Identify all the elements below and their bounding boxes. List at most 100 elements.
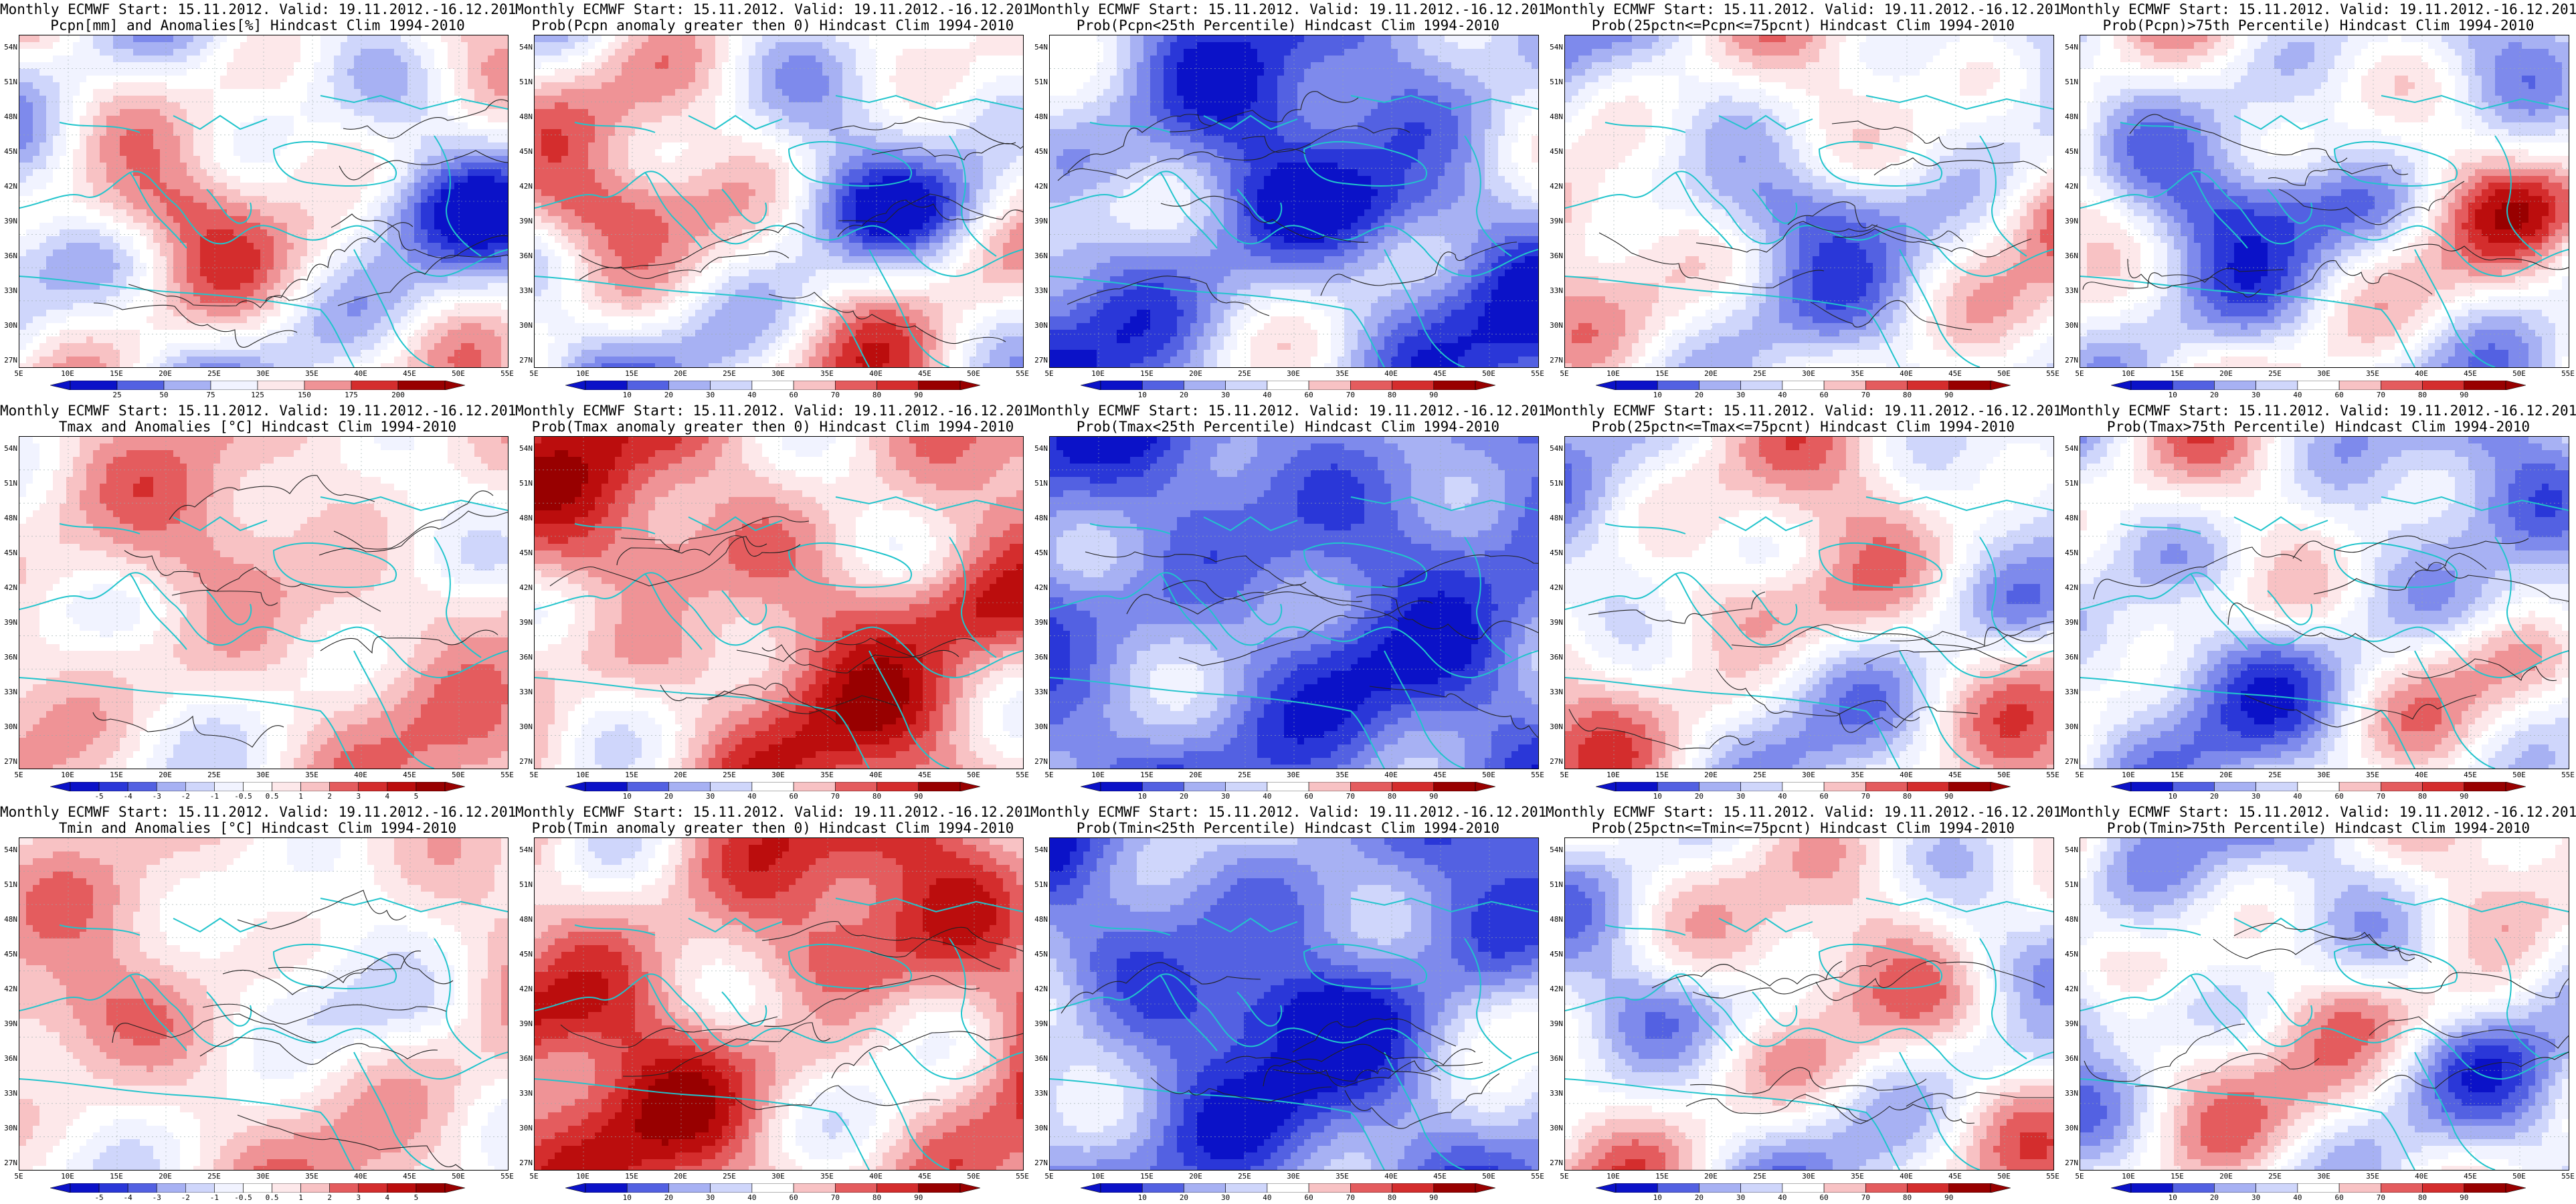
coastline bbox=[2381, 94, 2569, 110]
longitude-label: 30E bbox=[256, 1172, 270, 1181]
latitude-label: 45N bbox=[2062, 548, 2078, 557]
coastline bbox=[1203, 516, 1298, 532]
contour-line bbox=[761, 921, 1001, 970]
latitude-label: 39N bbox=[1547, 217, 1563, 225]
forecast-panel: Monthly ECMWF Start: 15.11.2012. Valid: … bbox=[0, 0, 515, 401]
contour-line bbox=[735, 1085, 941, 1110]
colorbar bbox=[1080, 781, 1496, 792]
longitude-label: 20E bbox=[1189, 369, 1202, 378]
longitude-label: 20E bbox=[1704, 771, 1718, 779]
coastline bbox=[1899, 249, 1981, 367]
map-canvas bbox=[535, 35, 1023, 367]
colorbar-label: 70 bbox=[2377, 1193, 2385, 1202]
colorbar-label: 20 bbox=[2210, 1193, 2219, 1202]
longitude-label: 50E bbox=[1482, 771, 1495, 779]
longitude-label: 25E bbox=[1753, 771, 1766, 779]
coastline bbox=[1303, 943, 1428, 989]
coastline bbox=[644, 573, 703, 650]
latitude-label: 48N bbox=[2062, 514, 2078, 522]
contour-line bbox=[128, 284, 321, 308]
latitude-label: 33N bbox=[1547, 688, 1563, 696]
contour-line bbox=[1225, 1056, 1441, 1082]
colorbar-label: -3 bbox=[153, 792, 161, 801]
latitude-label: 42N bbox=[1032, 583, 1048, 592]
contour-line bbox=[318, 510, 508, 556]
longitude-label: 40E bbox=[2415, 369, 2428, 378]
colorbar-label: 40 bbox=[1263, 391, 1271, 399]
coastline bbox=[353, 650, 435, 769]
contour-line bbox=[2292, 535, 2529, 559]
longitude-label: 10E bbox=[1606, 1172, 1620, 1181]
colorbar-label: 60 bbox=[789, 391, 798, 399]
colorbar-label: 60 bbox=[2334, 1193, 2343, 1202]
longitude-label: 5E bbox=[1044, 771, 1053, 779]
coastline bbox=[1565, 276, 1900, 367]
longitude-label: 20E bbox=[1189, 1172, 1202, 1181]
longitude-label: 30E bbox=[1287, 771, 1300, 779]
contour-line bbox=[2278, 181, 2465, 225]
longitude-label: 40E bbox=[1900, 771, 1913, 779]
contour-line bbox=[768, 292, 1006, 344]
longitude-label: 50E bbox=[1997, 1172, 2011, 1181]
colorbar-label: 80 bbox=[2418, 792, 2427, 801]
longitude-label: 45E bbox=[2464, 369, 2477, 378]
contour-line bbox=[1162, 580, 1400, 622]
panel-title-line1: Monthly ECMWF Start: 15.11.2012. Valid: … bbox=[2061, 403, 2576, 419]
colorbar bbox=[50, 781, 466, 792]
longitude-label: 30E bbox=[1802, 1172, 1815, 1181]
colorbar-label: 30 bbox=[706, 792, 715, 801]
colorbar-label: 20 bbox=[2210, 391, 2219, 399]
contour-line bbox=[92, 712, 284, 748]
colorbar-label: 2 bbox=[327, 792, 332, 801]
coastline bbox=[2190, 573, 2248, 650]
coastline bbox=[1160, 975, 1218, 1051]
longitude-label: 15E bbox=[625, 1172, 638, 1181]
contour-line bbox=[1150, 1077, 1332, 1103]
coastline bbox=[1384, 249, 1465, 367]
latitude-label: 42N bbox=[1032, 182, 1048, 191]
coastline bbox=[644, 172, 703, 249]
forecast-map bbox=[534, 35, 1024, 368]
latitude-label: 48N bbox=[1032, 915, 1048, 924]
coastline bbox=[2414, 249, 2496, 367]
longitude-label: 10E bbox=[2122, 1172, 2135, 1181]
contour-line bbox=[2374, 1051, 2569, 1092]
colorbar-label: -2 bbox=[181, 792, 190, 801]
latitude-label: 45N bbox=[517, 147, 533, 156]
colorbar-label: 30 bbox=[1736, 391, 1745, 399]
longitude-label: 20E bbox=[2219, 1172, 2233, 1181]
colorbar-label: 80 bbox=[872, 391, 881, 399]
contour-line bbox=[1369, 686, 1538, 738]
map-canvas bbox=[1050, 437, 1538, 769]
coastline bbox=[353, 1051, 435, 1170]
colorbar-label: 30 bbox=[2251, 391, 2260, 399]
contour-line bbox=[2084, 1023, 2245, 1082]
latitude-label: 48N bbox=[517, 915, 533, 924]
colorbar-label: 20 bbox=[664, 391, 673, 399]
coastline bbox=[2190, 172, 2248, 249]
coastline bbox=[129, 573, 187, 650]
longitude-label: 15E bbox=[110, 369, 123, 378]
longitude-label: 55E bbox=[1531, 369, 1544, 378]
colorbar bbox=[1080, 1183, 1496, 1193]
colorbar-label: 80 bbox=[1388, 792, 1396, 801]
longitude-label: 15E bbox=[1655, 1172, 1669, 1181]
longitude-label: 10E bbox=[61, 771, 74, 779]
latitude-label: 54N bbox=[1, 444, 17, 453]
coastline bbox=[1464, 938, 1512, 1060]
panel-title-line1: Monthly ECMWF Start: 15.11.2012. Valid: … bbox=[1546, 403, 2061, 419]
coastline bbox=[434, 938, 482, 1060]
coastline bbox=[2381, 897, 2569, 913]
longitude-label: 15E bbox=[2171, 1172, 2184, 1181]
coastline bbox=[721, 189, 767, 224]
map-canvas bbox=[19, 35, 508, 367]
longitude-label: 45E bbox=[1433, 369, 1447, 378]
latitude-label: 48N bbox=[517, 514, 533, 522]
longitude-label: 20E bbox=[159, 369, 172, 378]
longitude-label: 45E bbox=[1433, 1172, 1447, 1181]
colorbar-label: 40 bbox=[1778, 792, 1786, 801]
coastline bbox=[1865, 94, 2053, 110]
colorbar-label: 4 bbox=[385, 792, 390, 801]
coastline bbox=[272, 140, 397, 187]
longitude-label: 40E bbox=[869, 369, 883, 378]
